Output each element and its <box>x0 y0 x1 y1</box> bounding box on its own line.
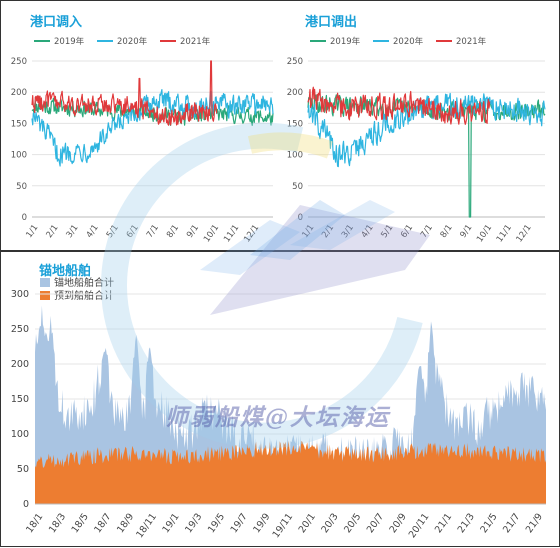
x-tick-label: 3/1 <box>340 223 356 240</box>
legend-label: 2021年 <box>456 36 487 47</box>
chart-title: 港口调入 <box>30 15 83 30</box>
x-tick-label: 8/1 <box>439 223 455 240</box>
legend-label: 锚地船舶合计 <box>54 276 114 289</box>
x-tick-label: 21/5 <box>478 511 499 535</box>
x-tick-label: 19/3 <box>183 511 204 535</box>
x-tick-label: 4/1 <box>85 223 101 240</box>
series-line <box>307 86 491 125</box>
x-tick-label: 18/1 <box>24 511 45 535</box>
x-tick-label: 19/5 <box>206 511 227 535</box>
legend-label: 2020年 <box>117 36 148 47</box>
x-tick-label: 20/11 <box>407 511 432 540</box>
x-tick-label: 1/1 <box>300 223 316 240</box>
y-tick-label: 150 <box>11 394 29 405</box>
y-tick-label: 150 <box>287 119 303 129</box>
x-tick-label: 9/1 <box>185 223 201 240</box>
y-tick-label: 250 <box>287 57 303 67</box>
x-tick-label: 9/1 <box>458 223 474 240</box>
x-tick-label: 21/7 <box>501 511 522 535</box>
x-tick-label: 12/1 <box>515 223 534 244</box>
x-tick-label: 10/1 <box>202 223 221 244</box>
x-tick-label: 20/3 <box>319 511 340 535</box>
x-tick-label: 19/9 <box>251 511 272 535</box>
legend-swatch <box>40 278 50 287</box>
x-tick-label: 6/1 <box>125 223 141 240</box>
x-tick-label: 20/5 <box>342 511 363 535</box>
x-tick-label: 5/1 <box>379 223 395 240</box>
x-tick-label: 2/1 <box>44 223 60 240</box>
x-tick-label: 12/1 <box>242 223 261 244</box>
series-line <box>31 60 218 126</box>
anchorage-area <box>35 305 546 504</box>
port-outflow-chart: 2019年 2020年 2021年 0 50 100 150 200 250 1/1 2/1 3/1 4… <box>287 36 546 244</box>
y-tick-label: 200 <box>11 359 29 370</box>
x-tick-label: 8/1 <box>165 223 181 240</box>
x-tick-label: 6/1 <box>399 223 415 240</box>
x-tick-label: 11/1 <box>222 223 241 244</box>
y-tick-label: 50 <box>16 182 27 192</box>
legend-label: 2021年 <box>180 36 211 47</box>
port-inflow-panel: 港口调入 2019年 2020年 2021年 0 50 100 150 200 250 1/1 2/… <box>0 0 280 251</box>
y-tick-label: 200 <box>287 88 303 98</box>
series-line <box>31 97 274 127</box>
x-tick-label: 3/1 <box>65 223 81 240</box>
legend-label: 2020年 <box>393 36 424 47</box>
x-tick-label: 20/9 <box>388 511 409 535</box>
x-tick-label: 10/1 <box>475 223 494 244</box>
x-tick-label: 4/1 <box>360 223 376 240</box>
x-tick-label: 19/11 <box>271 511 296 540</box>
x-tick-label: 18/5 <box>70 511 91 535</box>
y-tick-label: 200 <box>11 88 27 98</box>
series-line <box>307 92 546 168</box>
x-tick-label: 5/1 <box>105 223 121 240</box>
x-tick-label: 21/1 <box>433 511 454 535</box>
port-inflow-chart: 2019年 2020年 2021年 0 50 100 150 200 250 1/1 2/1 3/1 4… <box>11 36 274 244</box>
chart-title: 锚地船舶 <box>39 264 92 279</box>
anchorage-ships-panel: 锚地船舶 锚地船舶合计 预到船舶合计 0 50 100 150 200 250 300 18/1 1… <box>0 251 560 547</box>
y-tick-label: 250 <box>11 324 29 335</box>
y-tick-label: 0 <box>298 213 303 223</box>
x-tick-label: 1/1 <box>24 223 40 240</box>
port-outflow-panel: 港口调出 2019年 2020年 2021年 0 50 100 150 200 250 1/1 2/… <box>279 0 560 251</box>
chart-title: 港口调出 <box>305 15 358 30</box>
y-tick-label: 100 <box>11 429 29 440</box>
y-tick-label: 50 <box>292 182 303 192</box>
y-tick-label: 50 <box>17 464 29 475</box>
x-tick-label: 19/1 <box>160 511 181 535</box>
y-tick-label: 300 <box>11 289 29 300</box>
y-tick-label: 100 <box>11 151 27 161</box>
y-tick-label: 150 <box>11 119 27 129</box>
x-tick-label: 7/1 <box>419 223 435 240</box>
x-tick-label: 2/1 <box>320 223 336 240</box>
x-tick-label: 20/1 <box>297 511 318 535</box>
x-tick-label: 11/1 <box>495 223 514 244</box>
y-tick-label: 250 <box>11 57 27 67</box>
x-tick-label: 21/9 <box>524 511 545 535</box>
x-tick-label: 18/9 <box>115 511 136 535</box>
series-line <box>31 88 274 167</box>
legend-label: 2019年 <box>54 36 85 47</box>
x-tick-label: 21/3 <box>456 511 477 535</box>
y-tick-label: 0 <box>23 499 29 510</box>
y-tick-label: 100 <box>287 151 303 161</box>
x-tick-label: 19/7 <box>229 511 250 535</box>
series-line <box>307 94 546 218</box>
legend-label: 2019年 <box>330 36 361 47</box>
y-tick-label: 0 <box>22 213 27 223</box>
x-tick-label: 7/1 <box>145 223 161 240</box>
legend-swatch <box>40 291 50 300</box>
x-tick-label: 20/7 <box>365 511 386 535</box>
x-tick-label: 18/3 <box>47 511 68 535</box>
legend-label: 预到船舶合计 <box>54 289 114 302</box>
x-tick-label: 18/7 <box>92 511 113 535</box>
x-tick-label: 18/11 <box>134 511 159 540</box>
expected-area <box>35 440 546 504</box>
